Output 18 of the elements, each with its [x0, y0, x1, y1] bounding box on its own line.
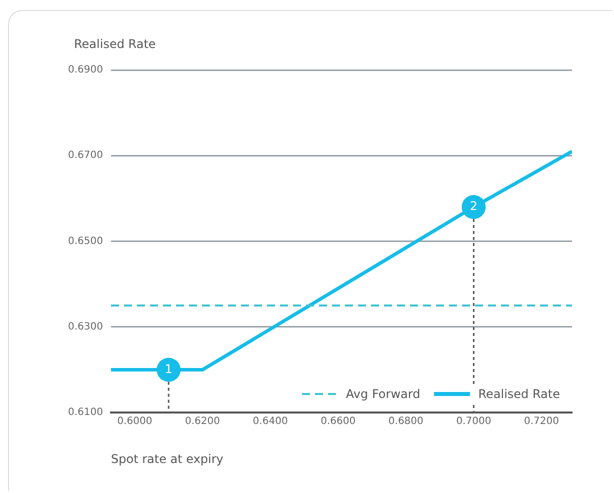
y-axis-title: Realised Rate	[74, 37, 156, 52]
x-tick-label: 0.6400	[252, 416, 288, 428]
y-tick-label: 0.6900	[68, 64, 103, 76]
legend-label: Avg Forward	[346, 386, 420, 401]
y-tick-label: 0.6500	[68, 236, 103, 247]
y-tick-label: 0.6100	[68, 407, 103, 418]
x-tick-label: 0.7200	[524, 416, 559, 428]
x-tick-label: 0.7000	[456, 416, 492, 428]
y-tick-label: 0.6700	[68, 150, 103, 162]
y-tick-label: 0.6300	[68, 322, 103, 333]
x-tick-label: 0.6200	[185, 416, 220, 428]
x-axis-title: Spot rate at expiry	[110, 452, 224, 466]
x-tick-label: 0.6000	[117, 416, 152, 428]
x-tick-label: 0.6600	[320, 416, 356, 428]
legend-label: Realised Rate	[478, 386, 560, 401]
annotation: 2	[470, 199, 478, 214]
x-tick-label: 0.6800	[388, 416, 424, 428]
annotation: 1	[164, 362, 172, 376]
